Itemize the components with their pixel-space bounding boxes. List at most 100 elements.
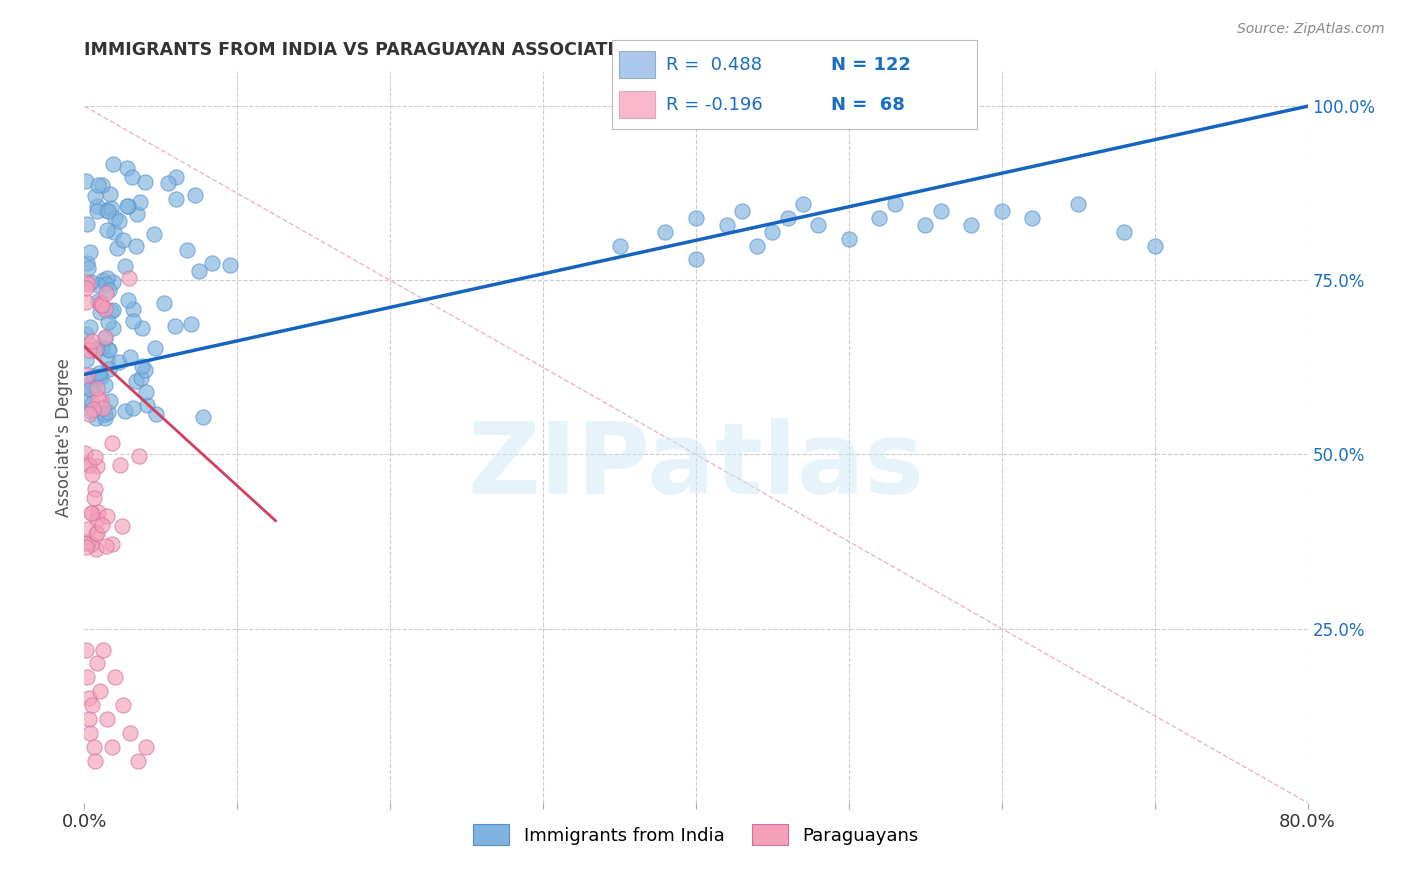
Point: [104, 670, 127, 684]
Point: [121, 314, 143, 328]
Point: [1067, 196, 1090, 211]
Point: [98, 186, 121, 201]
Point: [77, 336, 100, 351]
Point: [118, 270, 141, 285]
Point: [883, 196, 905, 211]
Text: N = 122: N = 122: [831, 55, 911, 74]
Point: [129, 194, 152, 209]
Point: [82, 402, 104, 417]
Point: [80, 275, 103, 289]
Point: [111, 698, 134, 713]
Point: [97, 204, 120, 219]
Point: [107, 214, 129, 228]
Point: [94, 330, 117, 344]
Point: [83, 368, 105, 383]
Point: [776, 211, 799, 225]
Point: [80, 506, 103, 520]
Point: [135, 398, 157, 412]
Point: [143, 341, 166, 355]
Point: [122, 401, 145, 416]
Point: [80, 698, 103, 713]
Point: [96, 203, 118, 218]
Point: [96, 539, 118, 553]
Point: [188, 264, 211, 278]
Point: [114, 403, 136, 417]
Point: [101, 302, 124, 317]
Point: [101, 436, 124, 450]
Point: [94, 277, 117, 292]
Point: [838, 231, 860, 245]
Point: [122, 302, 145, 317]
Point: [1143, 238, 1166, 252]
Point: [86, 525, 108, 540]
Point: [163, 319, 186, 334]
Point: [111, 519, 134, 533]
Point: [87, 278, 110, 293]
Point: [90, 518, 112, 533]
Point: [76, 535, 98, 549]
Point: [96, 222, 118, 236]
Point: [193, 409, 215, 424]
Point: [79, 726, 101, 740]
Point: [79, 382, 101, 396]
Point: [114, 259, 136, 273]
Point: [76, 256, 98, 270]
Point: [86, 513, 108, 527]
Point: [609, 238, 631, 252]
Point: [86, 381, 108, 395]
Point: [80, 396, 103, 410]
Point: [80, 467, 103, 481]
Point: [131, 359, 153, 374]
Point: [807, 218, 830, 232]
Point: [83, 189, 105, 203]
Point: [75, 327, 97, 342]
Point: [86, 204, 108, 219]
Point: [77, 407, 100, 421]
Point: [86, 199, 108, 213]
Point: [89, 296, 111, 310]
Point: [77, 458, 100, 472]
Point: [960, 218, 983, 232]
Point: [75, 378, 97, 392]
Point: [87, 369, 110, 384]
Point: [111, 233, 134, 247]
Point: [87, 505, 110, 519]
Point: [135, 385, 157, 400]
Point: [792, 196, 814, 211]
Point: [84, 482, 107, 496]
Point: [94, 286, 117, 301]
Point: [86, 342, 108, 356]
Point: [142, 227, 165, 242]
Point: [184, 187, 207, 202]
Point: [91, 273, 114, 287]
Point: [75, 174, 97, 188]
Point: [96, 712, 118, 726]
Point: [77, 260, 100, 275]
Point: [75, 642, 97, 657]
Point: [83, 491, 105, 505]
Point: [108, 355, 131, 369]
Point: [94, 378, 117, 392]
Point: [84, 754, 107, 768]
Point: [97, 343, 120, 357]
Point: [87, 392, 110, 406]
Bar: [619, 51, 655, 78]
Point: [117, 198, 139, 212]
Text: IMMIGRANTS FROM INDIA VS PARAGUAYAN ASSOCIATE'S DEGREE CORRELATION CHART: IMMIGRANTS FROM INDIA VS PARAGUAYAN ASSO…: [84, 41, 936, 59]
Point: [97, 315, 120, 329]
Point: [75, 295, 97, 310]
Point: [77, 691, 100, 706]
Text: R =  0.488: R = 0.488: [666, 55, 762, 74]
Point: [103, 225, 125, 239]
Point: [76, 277, 98, 292]
Point: [98, 283, 121, 297]
Point: [90, 299, 112, 313]
Point: [75, 446, 97, 460]
Point: [94, 407, 117, 421]
Point: [176, 243, 198, 257]
Point: [94, 331, 117, 345]
Point: [83, 740, 105, 755]
Point: [91, 401, 114, 415]
Y-axis label: Associate's Degree: Associate's Degree: [55, 358, 73, 516]
Point: [100, 201, 122, 215]
